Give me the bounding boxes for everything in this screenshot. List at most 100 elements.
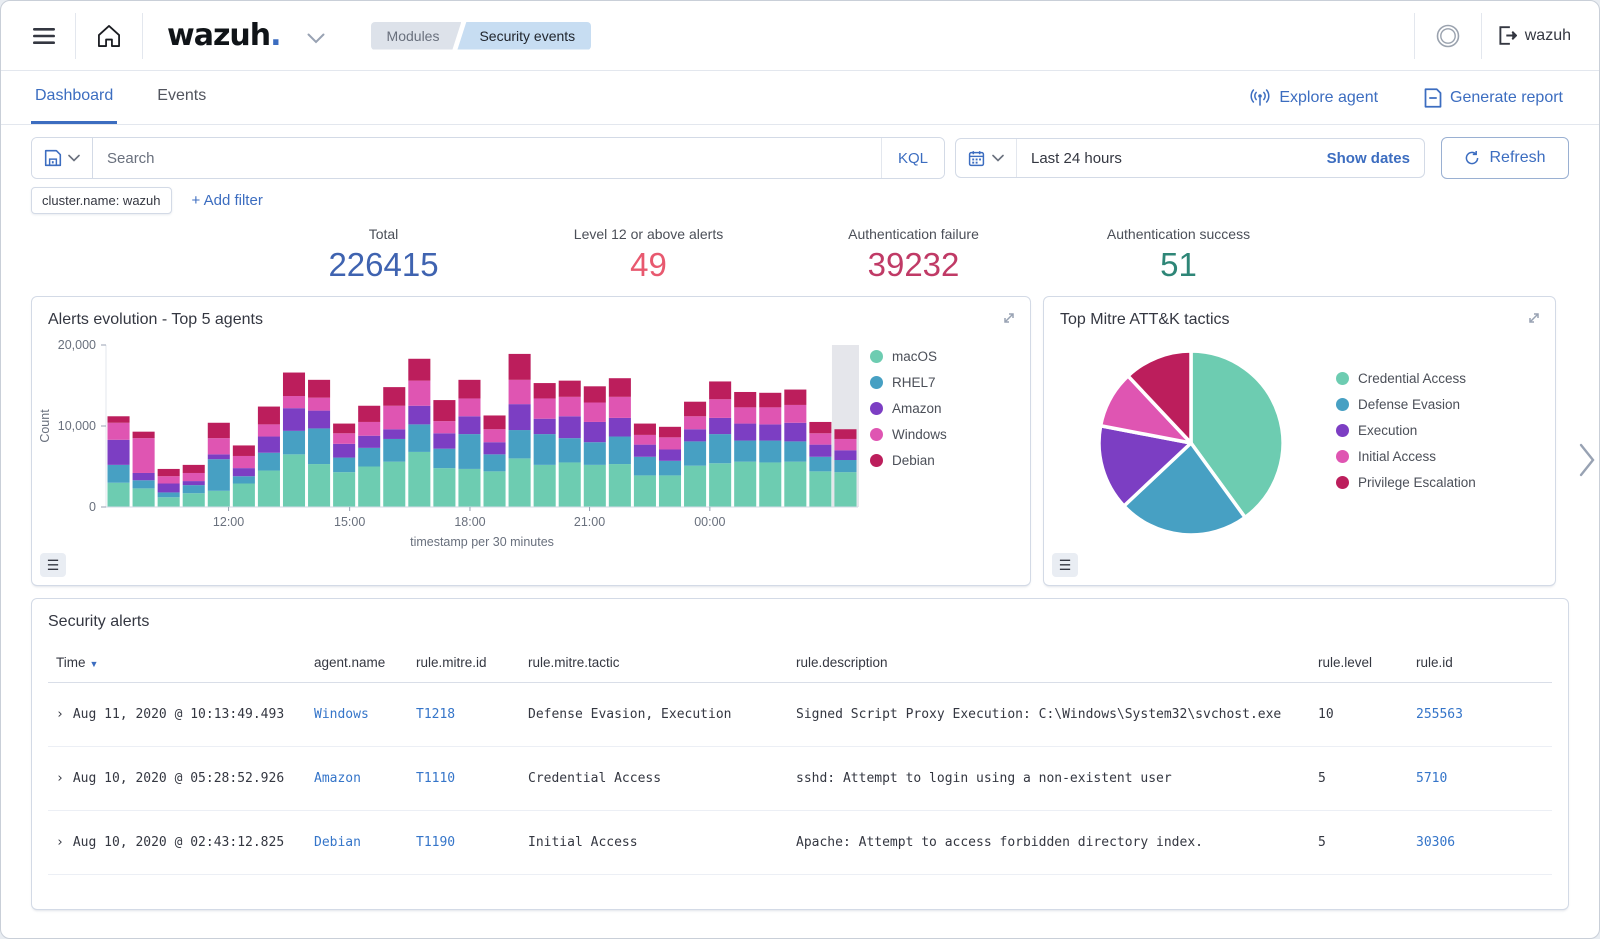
expand-row-icon[interactable]: › — [56, 771, 64, 786]
cell-rule-id[interactable]: 5710 — [1408, 747, 1552, 811]
logout-user-button[interactable]: wazuh — [1488, 26, 1581, 45]
add-filter-button[interactable]: + Add filter — [186, 191, 269, 210]
rule-id-link[interactable]: 30306 — [1416, 835, 1455, 850]
cell-rule-mitre-id[interactable]: T1218 — [408, 683, 520, 747]
tab-dashboard[interactable]: Dashboard — [31, 71, 117, 124]
expand-row-icon[interactable]: › — [56, 707, 64, 722]
search-input[interactable] — [93, 138, 881, 178]
kql-toggle-button[interactable]: KQL — [881, 138, 944, 178]
cell-time[interactable]: › Aug 10, 2020 @ 02:43:12.825 — [48, 811, 306, 875]
alerts-evolution-panel: Alerts evolution - Top 5 agents 010,0002… — [31, 296, 1031, 586]
legend-swatch — [1336, 372, 1349, 385]
legend-item-amazon[interactable]: Amazon — [870, 401, 947, 416]
date-picker: Last 24 hours Show dates — [955, 138, 1425, 178]
divider — [1481, 13, 1482, 59]
legend-item-defense-evasion[interactable]: Defense Evasion — [1336, 397, 1476, 412]
cell-agent-name[interactable]: Debian — [306, 811, 408, 875]
top-navigation: wazuh. Modules Security events — [1, 1, 1599, 71]
show-dates-button[interactable]: Show dates — [1313, 150, 1424, 167]
column-header-rule-level[interactable]: rule.level — [1310, 641, 1408, 683]
stat-auth-success[interactable]: Authentication success 51 — [1046, 226, 1311, 284]
expand-row-icon[interactable]: › — [56, 835, 64, 850]
legend-item-rhel7[interactable]: RHEL7 — [870, 375, 947, 390]
legend-item-debian[interactable]: Debian — [870, 453, 947, 468]
save-icon — [44, 149, 62, 167]
breadcrumb-modules[interactable]: Modules — [371, 22, 462, 50]
legend-toggle-button[interactable]: ☰ — [40, 553, 66, 577]
stat-label: Total — [251, 226, 516, 242]
cell-rule-id[interactable]: 30306 — [1408, 811, 1552, 875]
cell-agent-name[interactable]: Amazon — [306, 747, 408, 811]
agent-name-link[interactable]: Amazon — [314, 771, 361, 786]
time-range-value[interactable]: Last 24 hours — [1017, 150, 1313, 167]
cell-rule-level: 5 — [1310, 747, 1408, 811]
home-icon — [96, 23, 122, 49]
alert-time: Aug 10, 2020 @ 02:43:12.825 — [73, 835, 284, 850]
legend-toggle-button[interactable]: ☰ — [1052, 553, 1078, 577]
app-switcher-button[interactable] — [293, 23, 339, 54]
expand-panel-button[interactable] — [998, 307, 1020, 329]
menu-button[interactable] — [19, 17, 69, 55]
stat-auth-failure[interactable]: Authentication failure 39232 — [781, 226, 1046, 284]
legend-item-execution[interactable]: Execution — [1336, 423, 1476, 438]
legend-item-privilege-escalation[interactable]: Privilege Escalation — [1336, 475, 1476, 490]
rule-id-link[interactable]: 255563 — [1416, 707, 1463, 722]
svg-text:10,000: 10,000 — [58, 419, 96, 433]
health-status-button[interactable] — [1421, 13, 1475, 59]
legend-swatch — [870, 402, 883, 415]
explore-agent-button[interactable]: Explore agent — [1243, 88, 1384, 108]
cell-rule-mitre-id[interactable]: T1190 — [408, 811, 520, 875]
cell-agent-name[interactable]: Windows — [306, 683, 408, 747]
saved-query-button[interactable] — [32, 138, 93, 178]
legend-swatch — [870, 454, 883, 467]
expand-panel-button[interactable] — [1523, 307, 1545, 329]
home-button[interactable] — [82, 13, 136, 59]
filter-chip-cluster-name[interactable]: cluster.name: wazuh — [31, 187, 172, 214]
calendar-menu-button[interactable] — [956, 139, 1017, 177]
cell-rule-mitre-id[interactable]: T1110 — [408, 747, 520, 811]
calendar-icon — [968, 150, 985, 167]
rule-mitre-id-link[interactable]: T1110 — [416, 771, 455, 786]
next-panels-button[interactable] — [1577, 441, 1597, 479]
stat-label: Authentication success — [1046, 226, 1311, 242]
column-header-rule-description[interactable]: rule.description — [788, 641, 1310, 683]
rule-mitre-id-link[interactable]: T1218 — [416, 707, 455, 722]
column-header-rule-mitre-id[interactable]: rule.mitre.id — [408, 641, 520, 683]
agent-name-link[interactable]: Windows — [314, 707, 369, 722]
rule-id-link[interactable]: 5710 — [1416, 771, 1447, 786]
legend-item-windows[interactable]: Windows — [870, 427, 947, 442]
alerts-evolution-chart[interactable]: 010,00020,00012:0015:0018:0021:0000:00ti… — [36, 335, 866, 553]
stat-label: Authentication failure — [781, 226, 1046, 242]
cell-rule-mitre-tactic: Defense Evasion, Execution — [520, 683, 788, 747]
legend-item-macos[interactable]: macOS — [870, 349, 947, 364]
legend-item-credential-access[interactable]: Credential Access — [1336, 371, 1476, 386]
column-header-time[interactable]: Time▼ — [48, 641, 306, 683]
filter-bar: cluster.name: wazuh + Add filter — [1, 185, 1599, 222]
cell-rule-description: Apache: Attempt to access forbidden dire… — [788, 811, 1310, 875]
column-header-agent-name[interactable]: agent.name — [306, 641, 408, 683]
refresh-button[interactable]: Refresh — [1441, 137, 1569, 179]
legend-label: Privilege Escalation — [1358, 475, 1476, 490]
user-name: wazuh — [1525, 27, 1571, 45]
cell-rule-id[interactable]: 255563 — [1408, 683, 1552, 747]
tab-events[interactable]: Events — [153, 71, 210, 124]
explore-agent-label: Explore agent — [1279, 89, 1378, 107]
agent-name-link[interactable]: Debian — [314, 835, 361, 850]
stat-level-12-alerts[interactable]: Level 12 or above alerts 49 — [516, 226, 781, 284]
panel-title: Security alerts — [32, 599, 1568, 635]
cell-time[interactable]: ›Aug 11, 2020 @ 10:13:49.493 — [48, 683, 306, 747]
mitre-tactics-panel: Top Mitre ATT&K tactics Credential Acces… — [1043, 296, 1556, 586]
column-header-rule-id[interactable]: rule.id — [1408, 641, 1552, 683]
legend-swatch — [870, 350, 883, 363]
column-header-rule-mitre-tactic[interactable]: rule.mitre.tactic — [520, 641, 788, 683]
generate-report-button[interactable]: Generate report — [1418, 87, 1569, 109]
cell-time[interactable]: ›Aug 10, 2020 @ 05:28:52.926 — [48, 747, 306, 811]
logout-icon — [1498, 26, 1517, 45]
legend-item-initial-access[interactable]: Initial Access — [1336, 449, 1476, 464]
stat-total[interactable]: Total 226415 — [251, 226, 516, 284]
rule-mitre-id-link[interactable]: T1190 — [416, 835, 455, 850]
mitre-tactics-pie-chart[interactable] — [1084, 339, 1298, 551]
module-tabs-row: Dashboard Events Explore agent Generate … — [1, 71, 1599, 125]
search-bar-group: KQL — [31, 137, 945, 179]
legend-label: Amazon — [892, 401, 942, 416]
